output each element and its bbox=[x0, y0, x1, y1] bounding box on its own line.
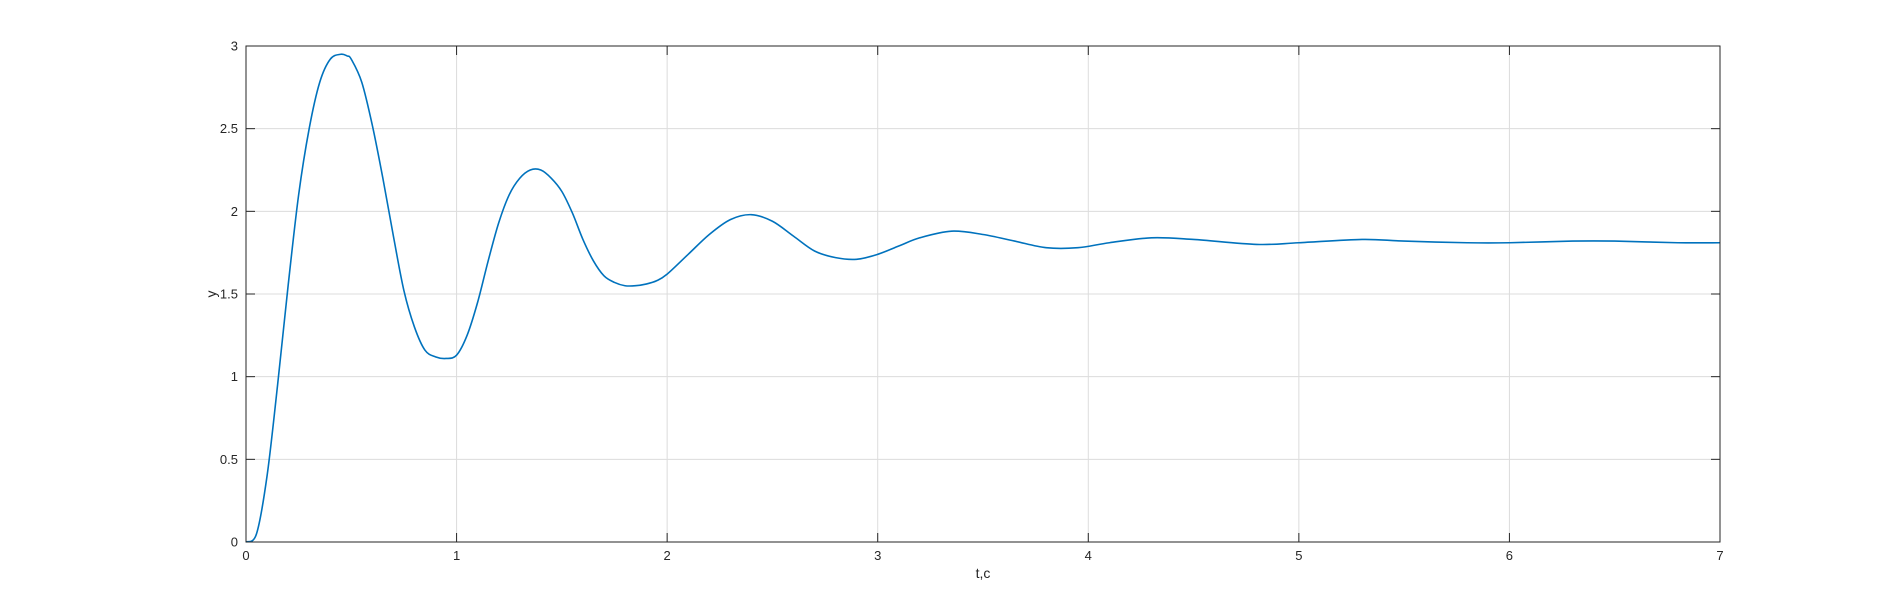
x-tick-label: 0 bbox=[242, 548, 249, 563]
x-tick-label: 5 bbox=[1295, 548, 1302, 563]
ticks: 0 1 2 3 4 5 6 7 0 0.5 1 1.5 2 2.5 3 bbox=[220, 39, 1724, 564]
grid bbox=[245, 45, 1721, 543]
x-axis-label: t,c bbox=[976, 565, 991, 581]
plot-area bbox=[245, 53, 1721, 543]
y-tick-label: 3 bbox=[231, 39, 238, 54]
x-tick-label: 3 bbox=[874, 548, 881, 563]
y-tick-label: 1 bbox=[231, 369, 238, 384]
y-tick-label: 2 bbox=[231, 204, 238, 219]
x-tick-label: 1 bbox=[453, 548, 460, 563]
y-tick-label: 0 bbox=[231, 535, 238, 550]
x-tick-label: 6 bbox=[1506, 548, 1513, 563]
y-axis-label: y bbox=[203, 291, 219, 298]
y-tick-label: 2.5 bbox=[220, 121, 238, 136]
y-tick-label: 0.5 bbox=[220, 452, 238, 467]
x-tick-label: 4 bbox=[1085, 548, 1092, 563]
series-line bbox=[245, 53, 1721, 543]
x-tick-label: 7 bbox=[1716, 548, 1723, 563]
x-tick-label: 2 bbox=[664, 548, 671, 563]
y-tick-label: 1.5 bbox=[220, 287, 238, 302]
